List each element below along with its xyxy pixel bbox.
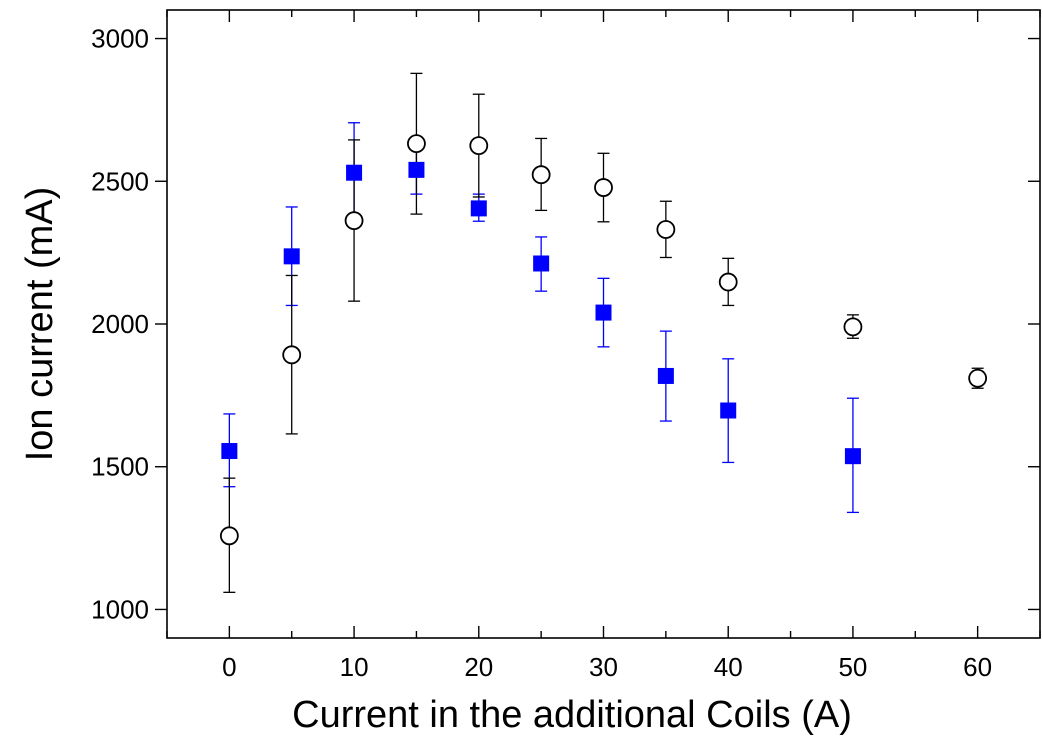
square-marker: [221, 443, 238, 460]
x-tick-label: 40: [714, 652, 743, 682]
square-marker: [657, 367, 674, 384]
x-tick-label: 10: [340, 652, 369, 682]
square-marker: [470, 200, 487, 217]
axis-ticks: [155, 10, 1041, 638]
square-marker: [283, 248, 300, 265]
x-axis-title: Current in the additional Coils (A): [292, 694, 852, 736]
square-marker: [720, 402, 737, 419]
square-marker: [844, 448, 861, 465]
x-tick-label: 50: [838, 652, 867, 682]
tick-labels: 0 10 20 30 40 50 60 1000 1500 2000 2500 3000: [91, 24, 992, 682]
x-tick-label: 20: [464, 652, 493, 682]
y-tick-label: 2000: [91, 309, 149, 339]
square-marker: [533, 255, 550, 272]
circle-marker: [282, 345, 302, 365]
x-tick-label: 0: [222, 652, 236, 682]
y-tick-label: 1500: [91, 452, 149, 482]
y-tick-label: 1000: [91, 594, 149, 624]
y-axis-title: Ion current (mA): [19, 187, 61, 462]
square-marker: [595, 304, 612, 321]
circle-marker: [718, 272, 738, 292]
data-markers: [219, 134, 988, 546]
y-tick-label: 2500: [91, 166, 149, 196]
x-tick-label: 30: [589, 652, 618, 682]
circle-marker: [344, 211, 364, 231]
circle-marker: [656, 220, 676, 239]
square-marker: [408, 161, 425, 178]
circle-marker: [594, 178, 613, 197]
circle-marker: [843, 317, 863, 337]
circle-marker: [469, 136, 489, 155]
y-tick-label: 3000: [91, 24, 149, 54]
error-bars: [223, 72, 984, 593]
circle-marker: [968, 368, 988, 388]
circle-marker: [407, 134, 426, 153]
x-tick-label: 60: [963, 652, 992, 682]
circle-marker: [531, 165, 551, 185]
circle-marker: [219, 526, 239, 546]
square-marker: [346, 164, 363, 181]
